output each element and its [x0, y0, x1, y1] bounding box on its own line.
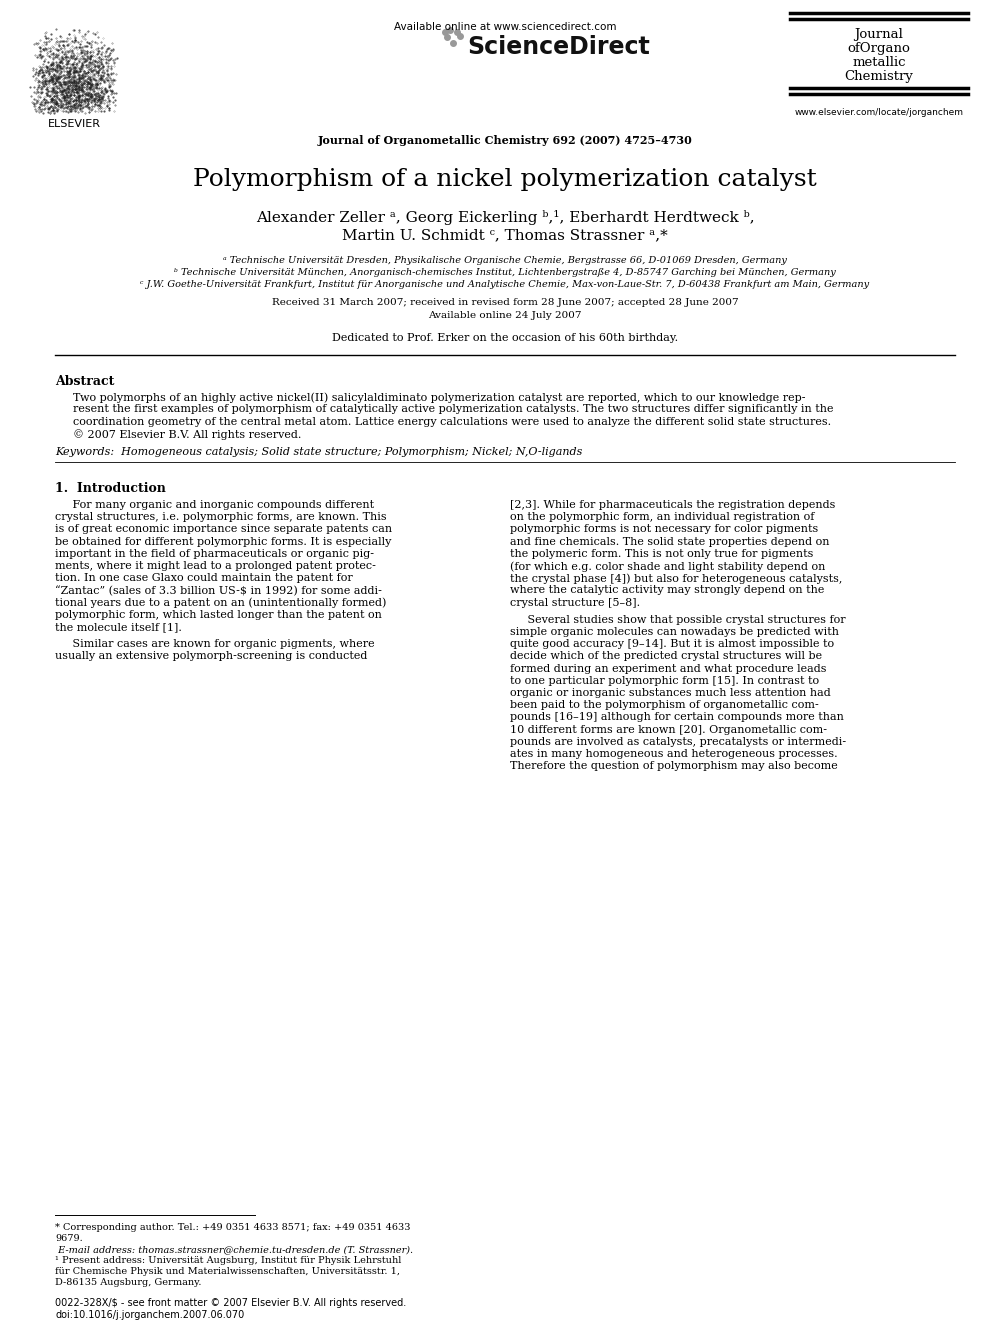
Text: ScienceDirect: ScienceDirect	[467, 34, 650, 60]
Text: For many organic and inorganic compounds different: For many organic and inorganic compounds…	[55, 500, 374, 509]
Text: Polymorphism of a nickel polymerization catalyst: Polymorphism of a nickel polymerization …	[193, 168, 816, 191]
Text: tional years due to a patent on an (unintentionally formed): tional years due to a patent on an (unin…	[55, 598, 386, 609]
Text: Available online at www.sciencedirect.com: Available online at www.sciencedirect.co…	[394, 22, 616, 32]
Text: been paid to the polymorphism of organometallic com-: been paid to the polymorphism of organom…	[510, 700, 818, 710]
Text: ELSEVIER: ELSEVIER	[48, 119, 100, 130]
Text: Dedicated to Prof. Erker on the occasion of his 60th birthday.: Dedicated to Prof. Erker on the occasion…	[332, 333, 679, 343]
Text: usually an extensive polymorph-screening is conducted: usually an extensive polymorph-screening…	[55, 651, 367, 662]
Text: to one particular polymorphic form [15]. In contrast to: to one particular polymorphic form [15].…	[510, 676, 819, 685]
Text: 0022-328X/$ - see front matter © 2007 Elsevier B.V. All rights reserved.: 0022-328X/$ - see front matter © 2007 El…	[55, 1298, 407, 1308]
Text: pounds [16–19] although for certain compounds more than: pounds [16–19] although for certain comp…	[510, 712, 844, 722]
Text: D-86135 Augsburg, Germany.: D-86135 Augsburg, Germany.	[55, 1278, 201, 1287]
Text: resent the first examples of polymorphism of catalytically active polymerization: resent the first examples of polymorphis…	[73, 405, 833, 414]
Text: ᶜ J.W. Goethe-Universität Frankfurt, Institut für Anorganische und Analytische C: ᶜ J.W. Goethe-Universität Frankfurt, Ins…	[141, 280, 870, 288]
Text: Therefore the question of polymorphism may also become: Therefore the question of polymorphism m…	[510, 761, 838, 771]
Text: organic or inorganic substances much less attention had: organic or inorganic substances much les…	[510, 688, 830, 699]
Text: 10 different forms are known [20]. Organometallic com-: 10 different forms are known [20]. Organ…	[510, 725, 827, 734]
Text: “Zantac” (sales of 3.3 billion US-$ in 1992) for some addi-: “Zantac” (sales of 3.3 billion US-$ in 1…	[55, 585, 382, 595]
Text: Available online 24 July 2007: Available online 24 July 2007	[429, 311, 581, 320]
Text: E-mail address: thomas.strassner@chemie.tu-dresden.de (T. Strassner).: E-mail address: thomas.strassner@chemie.…	[55, 1245, 413, 1254]
Text: ments, where it might lead to a prolonged patent protec-: ments, where it might lead to a prolonge…	[55, 561, 376, 572]
Text: Abstract: Abstract	[55, 374, 114, 388]
Text: coordination geometry of the central metal atom. Lattice energy calculations wer: coordination geometry of the central met…	[73, 417, 831, 427]
Text: Martin U. Schmidt ᶜ, Thomas Strassner ᵃ,*: Martin U. Schmidt ᶜ, Thomas Strassner ᵃ,…	[342, 228, 668, 242]
Text: the crystal phase [4]) but also for heterogeneous catalysts,: the crystal phase [4]) but also for hete…	[510, 573, 842, 583]
Text: on the polymorphic form, an individual registration of: on the polymorphic form, an individual r…	[510, 512, 814, 523]
Text: Keywords:  Homogeneous catalysis; Solid state structure; Polymorphism; Nickel; N: Keywords: Homogeneous catalysis; Solid s…	[55, 447, 582, 456]
Text: be obtained for different polymorphic forms. It is especially: be obtained for different polymorphic fo…	[55, 537, 392, 546]
Text: formed during an experiment and what procedure leads: formed during an experiment and what pro…	[510, 664, 826, 673]
Text: für Chemische Physik und Materialwissenschaften, Universitätsstr. 1,: für Chemische Physik und Materialwissens…	[55, 1267, 400, 1275]
Text: the molecule itself [1].: the molecule itself [1].	[55, 622, 182, 632]
Text: and fine chemicals. The solid state properties depend on: and fine chemicals. The solid state prop…	[510, 537, 829, 546]
Text: ᵇ Technische Universität München, Anorganisch-chemisches Institut, Lichtenbergst: ᵇ Technische Universität München, Anorga…	[175, 269, 836, 277]
Text: * Corresponding author. Tel.: +49 0351 4633 8571; fax: +49 0351 4633: * Corresponding author. Tel.: +49 0351 4…	[55, 1222, 411, 1232]
Text: Journal of Organometallic Chemistry 692 (2007) 4725–4730: Journal of Organometallic Chemistry 692 …	[317, 135, 692, 146]
Text: crystal structures, i.e. polymorphic forms, are known. This: crystal structures, i.e. polymorphic for…	[55, 512, 387, 523]
Text: www.elsevier.com/locate/jorganchem: www.elsevier.com/locate/jorganchem	[795, 108, 963, 116]
Text: 1.  Introduction: 1. Introduction	[55, 482, 166, 495]
Text: ates in many homogeneous and heterogeneous processes.: ates in many homogeneous and heterogeneo…	[510, 749, 837, 759]
Text: Similar cases are known for organic pigments, where: Similar cases are known for organic pigm…	[55, 639, 375, 650]
Text: Several studies show that possible crystal structures for: Several studies show that possible cryst…	[510, 615, 845, 624]
Text: Journal: Journal	[854, 28, 904, 41]
Text: Received 31 March 2007; received in revised form 28 June 2007; accepted 28 June : Received 31 March 2007; received in revi…	[272, 298, 738, 307]
Text: [2,3]. While for pharmaceuticals the registration depends: [2,3]. While for pharmaceuticals the reg…	[510, 500, 835, 509]
Text: is of great economic importance since separate patents can: is of great economic importance since se…	[55, 524, 392, 534]
Text: where the catalytic activity may strongly depend on the: where the catalytic activity may strongl…	[510, 585, 824, 595]
Text: decide which of the predicted crystal structures will be: decide which of the predicted crystal st…	[510, 651, 822, 662]
Text: ᵃ Technische Universität Dresden, Physikalische Organische Chemie, Bergstrasse 6: ᵃ Technische Universität Dresden, Physik…	[223, 255, 787, 265]
Text: © 2007 Elsevier B.V. All rights reserved.: © 2007 Elsevier B.V. All rights reserved…	[73, 430, 302, 441]
Text: metallic: metallic	[852, 56, 906, 69]
Text: 9679.: 9679.	[55, 1234, 82, 1244]
Text: polymorphic form, which lasted longer than the patent on: polymorphic form, which lasted longer th…	[55, 610, 382, 619]
Text: Chemistry: Chemistry	[844, 70, 914, 83]
Text: ¹ Present address: Universität Augsburg, Institut für Physik Lehrstuhl: ¹ Present address: Universität Augsburg,…	[55, 1256, 402, 1265]
Text: polymorphic forms is not necessary for color pigments: polymorphic forms is not necessary for c…	[510, 524, 818, 534]
Text: crystal structure [5–8].: crystal structure [5–8].	[510, 598, 640, 607]
Text: important in the field of pharmaceuticals or organic pig-: important in the field of pharmaceutical…	[55, 549, 374, 558]
Text: pounds are involved as catalysts, precatalysts or intermedi-: pounds are involved as catalysts, precat…	[510, 737, 846, 746]
Text: tion. In one case Glaxo could maintain the patent for: tion. In one case Glaxo could maintain t…	[55, 573, 353, 583]
Text: simple organic molecules can nowadays be predicted with: simple organic molecules can nowadays be…	[510, 627, 839, 636]
Text: (for which e.g. color shade and light stability depend on: (for which e.g. color shade and light st…	[510, 561, 825, 572]
Text: ofOrgano: ofOrgano	[847, 42, 911, 56]
Text: Two polymorphs of an highly active nickel(II) salicylaldiminato polymerization c: Two polymorphs of an highly active nicke…	[73, 392, 806, 402]
Text: Alexander Zeller ᵃ, Georg Eickerling ᵇ,¹, Eberhardt Herdtweck ᵇ,: Alexander Zeller ᵃ, Georg Eickerling ᵇ,¹…	[256, 210, 754, 225]
Text: quite good accuracy [9–14]. But it is almost impossible to: quite good accuracy [9–14]. But it is al…	[510, 639, 834, 650]
Text: doi:10.1016/j.jorganchem.2007.06.070: doi:10.1016/j.jorganchem.2007.06.070	[55, 1310, 244, 1320]
Text: the polymeric form. This is not only true for pigments: the polymeric form. This is not only tru…	[510, 549, 813, 558]
